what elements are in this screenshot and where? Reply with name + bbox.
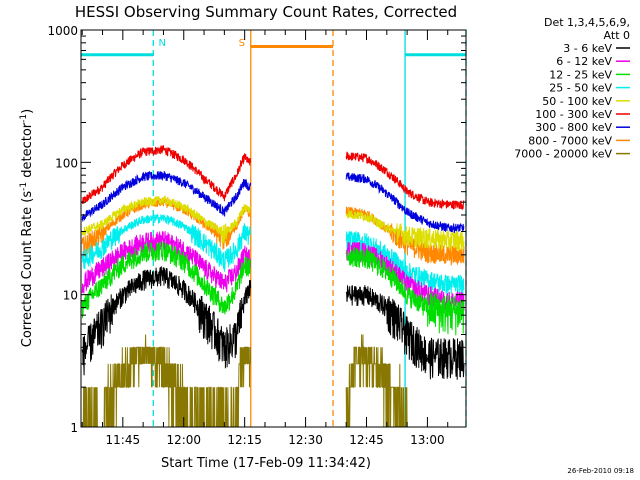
series-layer [81,145,465,428]
y-tick-label-0: 1 [70,421,78,435]
y-tick-label-1: 10 [63,289,78,303]
legend-label-1: 6 - 12 keV [556,55,612,68]
y-tick-label-3: 1000 [47,24,78,38]
series-300-800-kev-seg-1 [345,172,465,234]
series-25-50-kev-seg-1 [345,230,465,296]
legend-label-3: 25 - 50 keV [549,82,612,95]
series-100-300-kev-seg-1 [345,151,465,211]
x-tick-label-3: 12:30 [288,433,323,447]
legend-label-2: 12 - 25 keV [549,68,612,81]
series-100-300-kev-seg-0 [81,145,252,204]
axes-layer: 11:45 12:00 12:15 12:30 12:45 13:00 1 10 100 1000 [47,24,466,447]
y-tick-label-2: 100 [55,156,78,170]
legend-header-detectors: Det 1,3,4,5,6,9, [544,16,630,29]
y-axis-label-exp2: -1 [19,114,29,123]
series-25-50-kev-seg-0 [81,213,251,272]
legend-label-7: 800 - 7000 keV [528,134,612,147]
y-axis-label-exp1: -1 [19,182,29,191]
x-axis-label: Start Time (17-Feb-09 11:34:42) [161,456,371,471]
series-12-25-kev-seg-0 [81,241,252,319]
plot-frame [80,29,467,428]
footer-date: 26-Feb-2010 09:18 [567,467,634,475]
series-7000-20000-kev-seg-0 [82,334,252,428]
marker-label-S: S [239,38,245,49]
legend-header-attenuator: Att 0 [604,29,630,42]
series-50-100-kev-seg-1 [345,210,465,252]
series-3-6-kev-seg-1 [345,284,465,380]
legend-label-0: 3 - 6 keV [563,42,612,55]
series-50-100-kev-seg-0 [81,195,252,244]
legend-label-6: 300 - 800 keV [535,121,612,134]
x-tick-label-2: 12:15 [227,433,262,447]
series-12-25-kev-seg-1 [345,246,465,336]
y-axis-label: Corrected Count Rate (s-1 detector-1) [19,109,35,347]
series-300-800-kev-seg-0 [81,170,252,222]
series-3-6-kev-seg-0 [81,266,252,376]
x-tick-label-5: 13:00 [410,433,445,447]
series-6-12-kev-seg-0 [81,230,252,294]
series-7000-20000-kev-seg-1 [345,334,408,428]
y-axis-label-mid: detector [20,122,35,182]
x-tick-label-0: 11:45 [106,433,141,447]
marker-label-N: N [159,38,166,49]
y-axis-label-end: ) [20,109,35,114]
legend-label-4: 50 - 100 keV [542,95,612,108]
legend-label-5: 100 - 300 keV [535,108,612,121]
x-tick-label-1: 12:00 [166,433,201,447]
legend-label-8: 7000 - 20000 keV [514,148,612,161]
x-tick-label-4: 12:45 [349,433,384,447]
chart-title: HESSI Observing Summary Count Rates, Cor… [75,3,457,21]
